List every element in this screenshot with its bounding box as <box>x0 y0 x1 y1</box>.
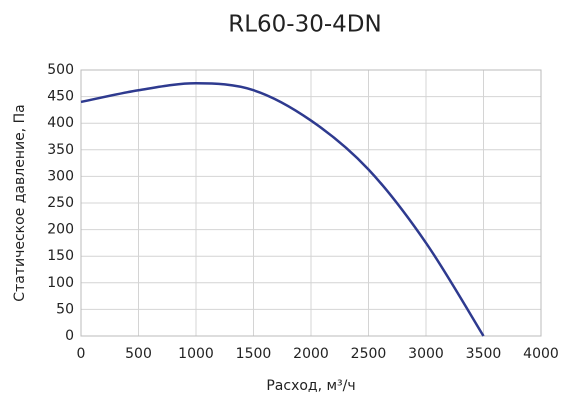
y-tick-label: 0 <box>65 328 74 344</box>
x-axis-label: Расход, м³/ч <box>266 378 355 394</box>
y-axis-label: Статическое давление, Па <box>12 104 28 301</box>
x-tick-label: 0 <box>77 346 86 362</box>
y-tick-label: 100 <box>47 275 74 291</box>
x-tick-label: 3000 <box>408 346 444 362</box>
x-tick-label: 2500 <box>351 346 387 362</box>
y-tick-label: 150 <box>47 248 74 264</box>
x-tick-label: 500 <box>125 346 152 362</box>
x-tick-label: 1500 <box>236 346 272 362</box>
y-tick-label: 400 <box>47 115 74 131</box>
y-tick-label: 200 <box>47 222 74 238</box>
curve <box>80 82 485 337</box>
y-tick-label: 500 <box>47 62 74 78</box>
x-tick-label: 1000 <box>178 346 214 362</box>
y-tick-label: 450 <box>47 89 74 105</box>
y-tick-label: 350 <box>47 142 74 158</box>
chart-title: RL60-30-4DN <box>228 12 381 38</box>
x-tick-label: 4000 <box>523 346 559 362</box>
y-tick-label: 300 <box>47 168 74 184</box>
x-tick-label: 2000 <box>293 346 329 362</box>
plot-border <box>80 69 542 337</box>
x-tick-label: 3500 <box>466 346 502 362</box>
y-tick-label: 250 <box>47 195 74 211</box>
y-tick-label: 50 <box>56 301 74 317</box>
